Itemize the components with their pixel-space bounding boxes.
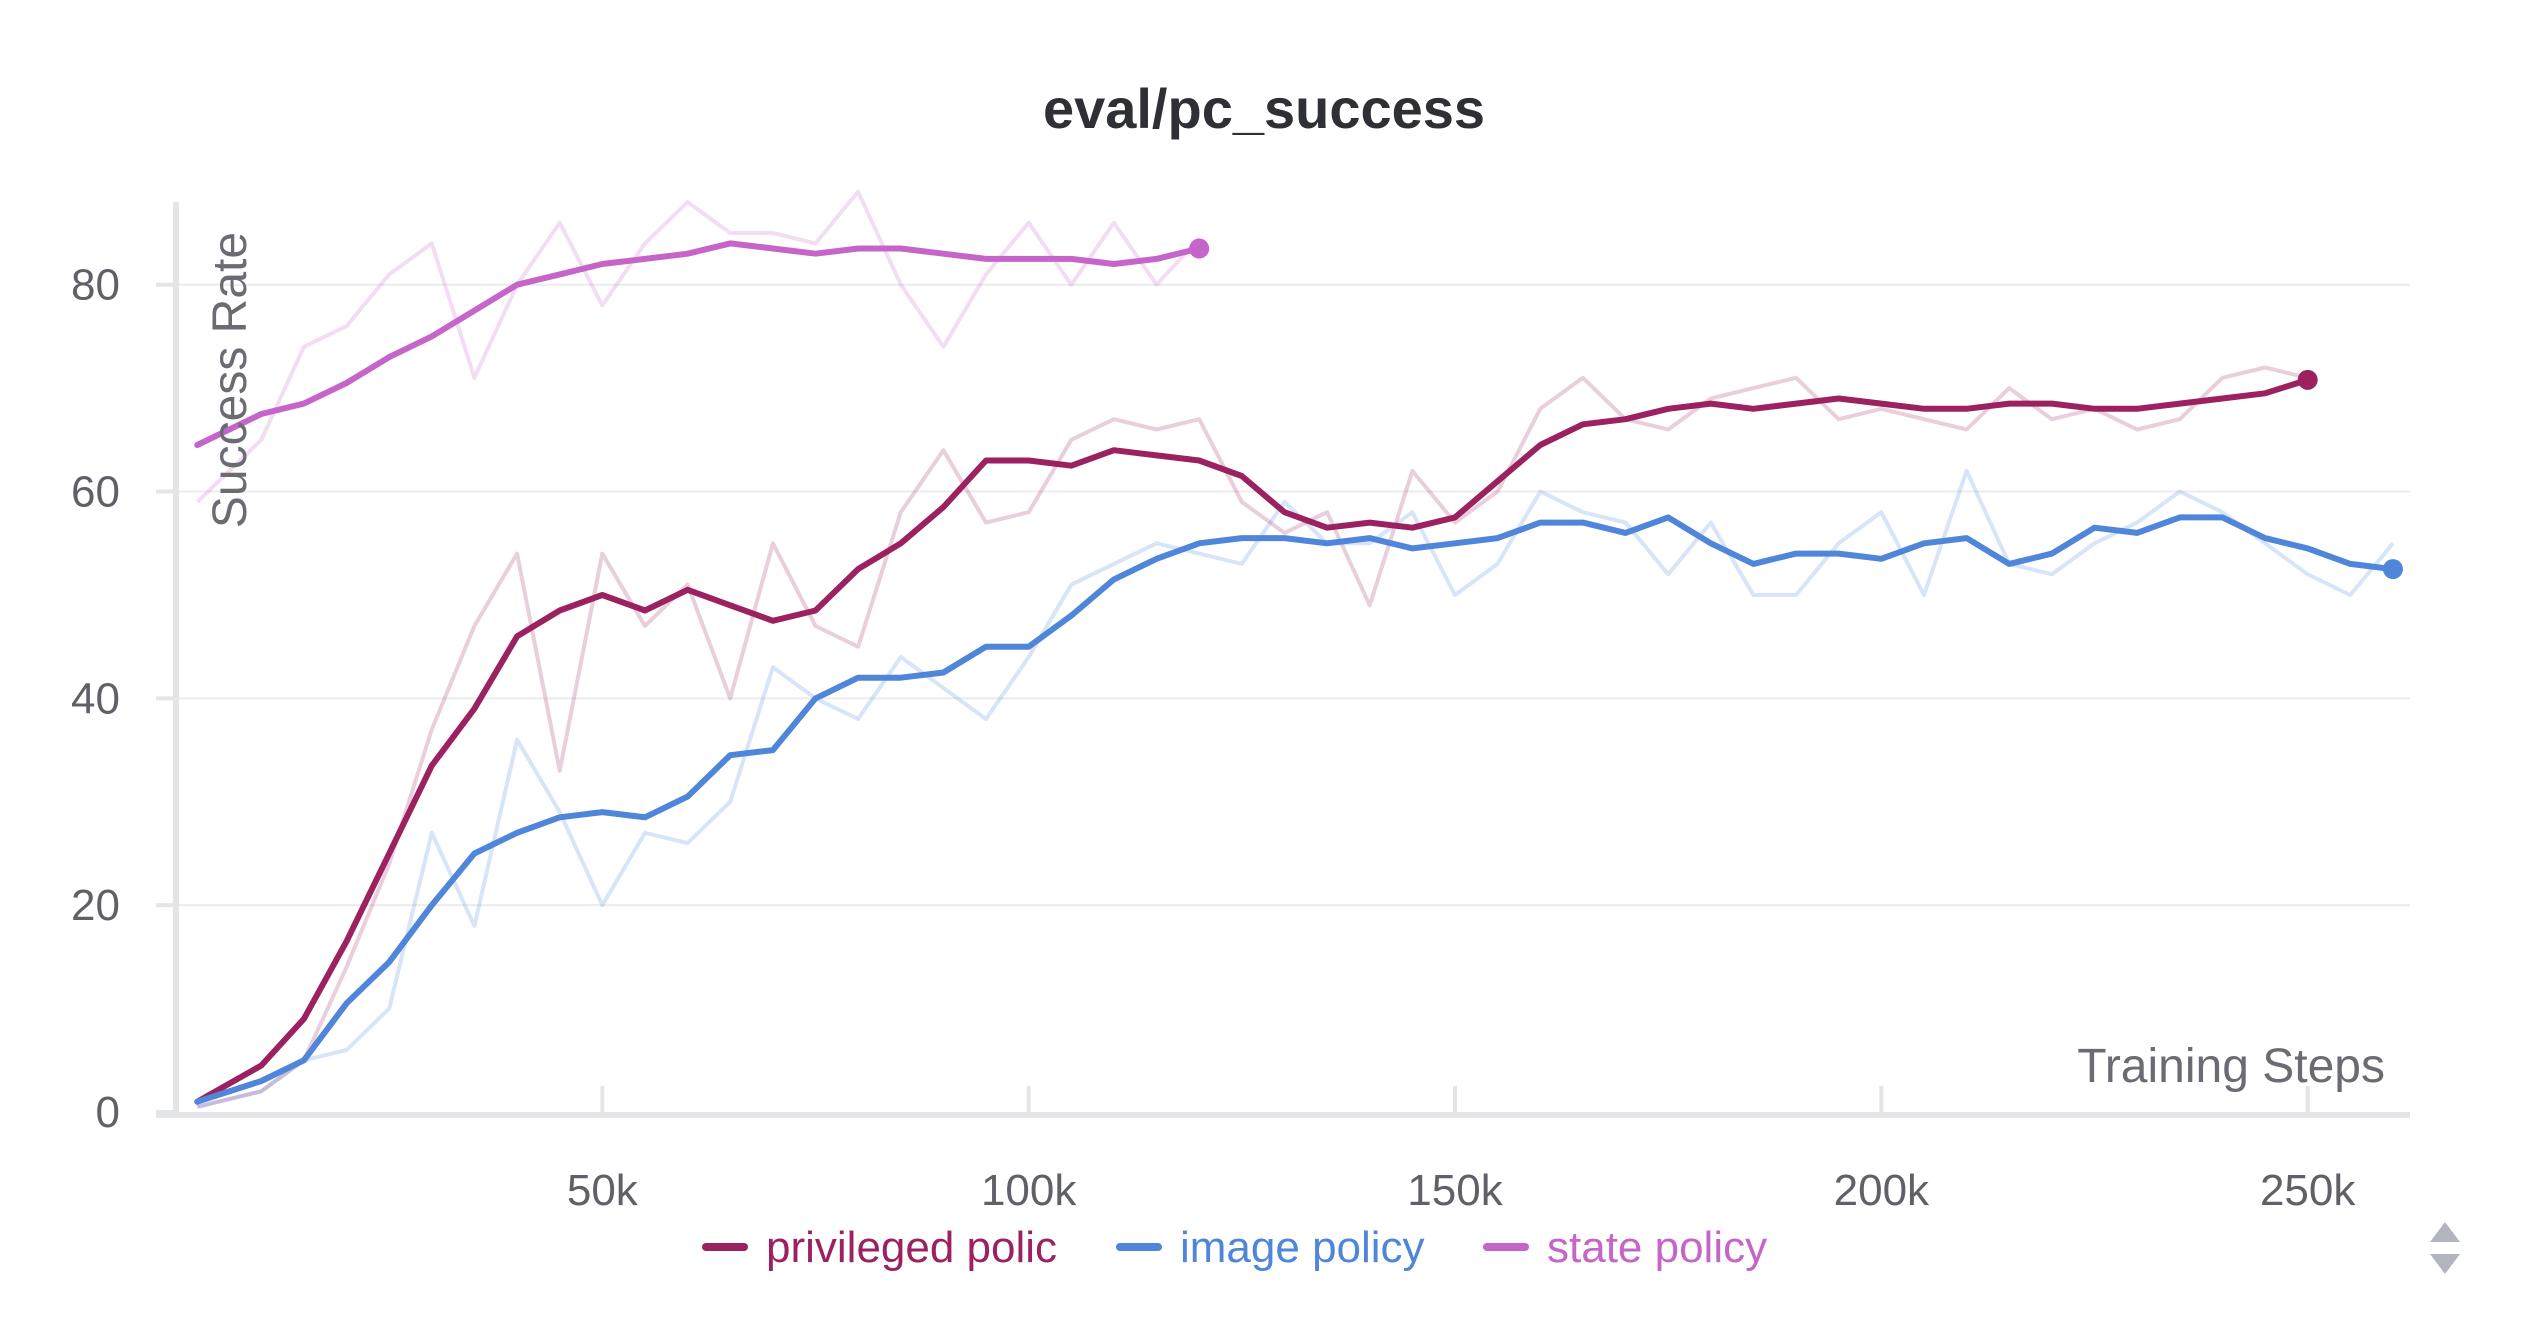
up-down-arrows-icon[interactable]: [2430, 1222, 2460, 1274]
x-ticks: 50k 100k 150k 200k 250k: [567, 1086, 2356, 1215]
legend-item-image-policy[interactable]: image policy: [1116, 1223, 1425, 1272]
series-line-state-policy[interactable]: [194, 240, 1203, 448]
legend-item-privileged-polic[interactable]: privileged polic: [702, 1223, 1057, 1272]
gridlines: [176, 283, 2410, 907]
series-line-privileged-polic[interactable]: [194, 376, 2311, 1105]
series-line-image-policy[interactable]: [194, 514, 2396, 1105]
end-point-image-policy[interactable]: [2382, 559, 2403, 580]
y-axis-label: Success Rate: [204, 232, 257, 528]
x-tick-label: 50k: [567, 1166, 639, 1215]
y-ticks: 0 20 40 60 80: [71, 261, 176, 1137]
x-tick-label: 250k: [2260, 1166, 2356, 1215]
legend-label: state policy: [1547, 1223, 1767, 1272]
raw-line-privileged-polic: [196, 365, 2309, 1109]
axes: [156, 202, 2410, 1118]
chart-title: eval/pc_success: [1043, 77, 1485, 140]
x-axis-label: Training Steps: [2077, 1040, 2385, 1093]
y-tick-label: 20: [71, 881, 120, 930]
x-tick-label: 150k: [1407, 1166, 1503, 1215]
end-point-privileged-polic[interactable]: [2297, 369, 2318, 390]
end-point-state-policy[interactable]: [1189, 238, 1210, 259]
legend-label: image policy: [1180, 1223, 1425, 1272]
x-tick-label: 200k: [1834, 1166, 1930, 1215]
y-tick-label: 40: [71, 674, 120, 723]
smoothed-series-lines: [194, 240, 2396, 1105]
raw-line-image-policy: [196, 468, 2395, 1109]
y-tick-label: 0: [96, 1088, 120, 1137]
series-end-points: [1189, 238, 2403, 580]
legend-label: privileged polic: [766, 1223, 1057, 1272]
raw-line-state-policy: [195, 189, 1201, 504]
y-tick-label: 60: [71, 468, 120, 517]
y-tick-label: 80: [71, 261, 120, 310]
legend-item-state-policy[interactable]: state policy: [1483, 1223, 1767, 1272]
x-tick-label: 100k: [981, 1166, 1077, 1215]
raw-series-lines: [195, 189, 2395, 1109]
legend: privileged polic image policy state policy: [702, 1223, 1767, 1272]
